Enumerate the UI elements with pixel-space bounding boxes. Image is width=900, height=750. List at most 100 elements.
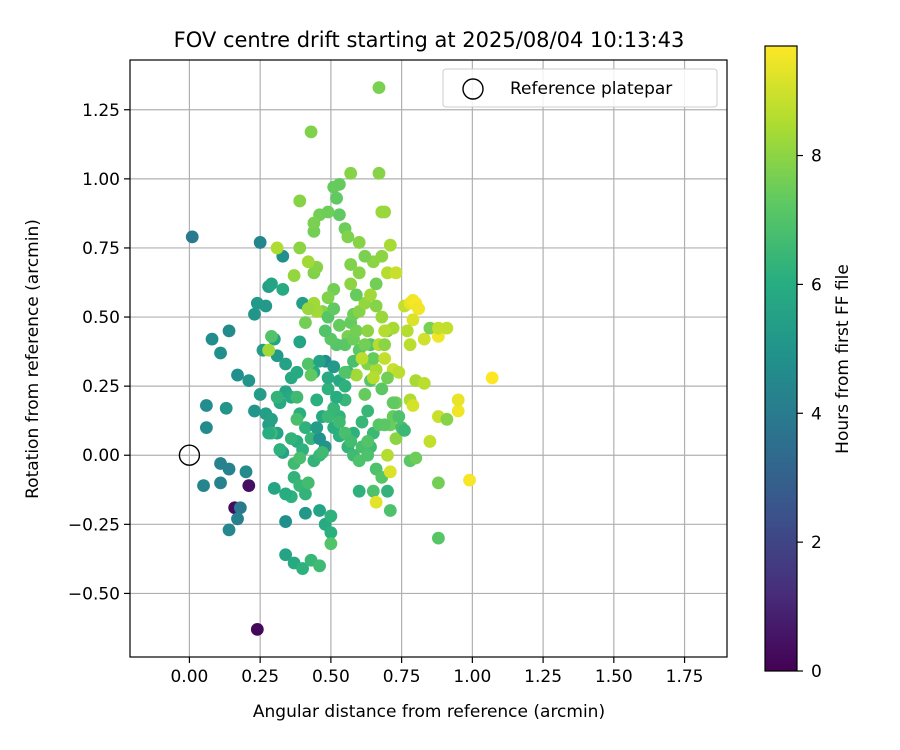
scatter-point — [299, 421, 312, 434]
scatter-point — [361, 435, 375, 448]
scatter-point — [341, 230, 355, 244]
scatter-point — [412, 302, 425, 316]
scatter-point — [287, 269, 301, 282]
scatter-point — [332, 415, 346, 429]
y-tick-label: 1.25 — [82, 101, 120, 121]
scatter-point — [293, 335, 307, 349]
x-tick-label: 1.25 — [524, 667, 562, 687]
scatter-point — [290, 390, 304, 404]
scatter-point — [327, 180, 341, 194]
y-tick-label: 0.25 — [82, 377, 120, 397]
scatter-points — [185, 81, 499, 636]
scatter-point — [381, 448, 394, 462]
x-tick-label: 0.00 — [170, 667, 208, 687]
scatter-point — [301, 255, 315, 269]
scatter-point — [214, 476, 227, 490]
reference-marker-layer — [178, 444, 201, 466]
scatter-point — [301, 357, 315, 371]
scatter-point — [417, 376, 431, 390]
scatter-point — [344, 166, 358, 180]
legend-label: Reference platepar — [510, 79, 672, 99]
scatter-point — [392, 410, 406, 423]
scatter-point — [276, 283, 290, 296]
scatter-point — [299, 316, 312, 329]
legend-marker-open-circle — [462, 78, 484, 100]
scatter-point — [352, 236, 366, 249]
scatter-point — [338, 365, 352, 379]
scatter-point — [262, 343, 276, 357]
scatter-point — [293, 194, 307, 208]
scatter-point — [406, 313, 420, 327]
scatter-point — [321, 382, 335, 396]
scatter-point — [324, 537, 338, 551]
scatter-point — [307, 216, 321, 230]
scatter-point — [321, 291, 335, 305]
x-axis-label: Angular distance from reference (arcmin) — [253, 702, 605, 722]
scatter-point — [383, 504, 397, 517]
scatter-point — [375, 382, 389, 396]
axes-frame — [129, 59, 728, 658]
scatter-point — [219, 401, 233, 415]
scatter-point — [242, 479, 256, 493]
y-tick-label: 0.75 — [82, 239, 120, 259]
scatter-point — [222, 462, 236, 476]
scatter-point — [332, 208, 346, 222]
scatter-point — [214, 346, 227, 360]
scatter-point — [355, 352, 369, 365]
scatter-point — [386, 396, 400, 410]
scatter-point — [313, 354, 326, 368]
scatter-point — [358, 388, 372, 401]
scatter-point — [265, 412, 278, 426]
scatter-point — [349, 368, 363, 382]
scatter-point — [301, 476, 315, 490]
scatter-point — [279, 487, 293, 501]
scatter-point — [417, 332, 431, 346]
colorbar-tick-label: 2 — [811, 533, 822, 553]
scatter-point — [290, 412, 304, 426]
scatter-point — [375, 310, 389, 324]
scatter-point — [352, 266, 366, 280]
x-tick-label: 1.75 — [666, 667, 704, 687]
scatter-point — [304, 368, 318, 382]
y-tick-label: 0.00 — [82, 446, 120, 466]
scatter-point — [262, 426, 276, 440]
scatter-point — [369, 277, 383, 291]
scatter-point — [349, 288, 363, 302]
scatter-point — [369, 495, 383, 509]
scatter-point — [327, 302, 341, 316]
scatter-point — [279, 357, 293, 371]
scatter-point — [352, 484, 366, 498]
scatter-point — [284, 432, 298, 446]
y-axis-label: Rotation from reference (arcmin) — [23, 219, 43, 499]
scatter-point — [398, 423, 411, 437]
chart-title: FOV centre drift starting at 2025/08/04 … — [174, 28, 685, 52]
scatter-point — [250, 622, 264, 636]
scatter-point — [361, 448, 375, 462]
scatter-point — [485, 371, 499, 385]
scatter-point — [324, 509, 338, 523]
scatter-point — [324, 526, 338, 540]
scatter-point — [248, 307, 261, 321]
scatter-point — [259, 299, 273, 313]
scatter-point — [381, 484, 394, 498]
scatter-point — [293, 451, 307, 465]
scatter-point — [273, 443, 287, 457]
x-axis-ticks: 0.00 0.25 0.50 0.75 1.00 1.25 1.50 1.75 — [170, 657, 703, 687]
scatter-point — [383, 238, 397, 252]
colorbar-tick-label: 6 — [811, 275, 822, 295]
y-tick-label: −0.50 — [68, 584, 120, 604]
scatter-point — [304, 125, 318, 139]
scatter-point — [265, 277, 278, 291]
scatter-point — [310, 393, 324, 407]
scatter-point — [378, 418, 392, 432]
scatter-point — [361, 324, 375, 338]
scatter-point — [242, 374, 256, 388]
colorbar: 0 2 4 6 8 Hours from first FF file — [764, 45, 853, 682]
scatter-point — [279, 515, 293, 528]
scatter-point — [463, 473, 476, 487]
y-axis-ticks: −0.50 −0.25 0.00 0.25 0.50 0.75 1.00 1.25 — [68, 101, 130, 604]
scatter-point — [451, 393, 465, 407]
scatter-point — [267, 482, 281, 495]
scatter-point — [358, 249, 372, 263]
x-tick-label: 0.25 — [241, 667, 279, 687]
